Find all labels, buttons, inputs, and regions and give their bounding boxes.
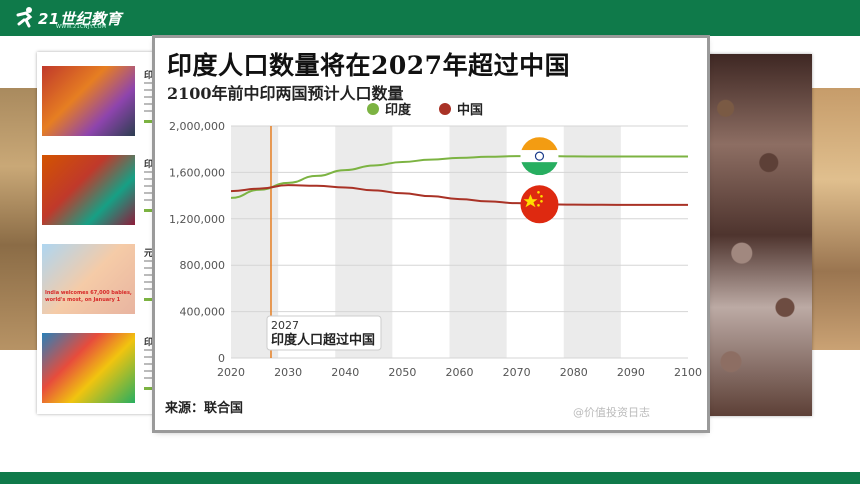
x-axis-ticks: 2020 2030 2040 2050 2060 2070 2080 2090 2100	[217, 366, 702, 379]
news-item[interactable]: 印	[42, 333, 156, 403]
background-photo-left	[0, 88, 38, 350]
news-text-lines	[144, 171, 156, 201]
news-item[interactable]: 印	[42, 66, 156, 136]
x-tick-label: 2100	[674, 366, 702, 379]
legend-label: 中国	[457, 102, 483, 118]
y-tick-label: 1,200,000	[169, 213, 225, 226]
x-tick-label: 2050	[388, 366, 416, 379]
series-lines	[230, 155, 688, 206]
x-tick-label: 2090	[617, 366, 645, 379]
news-title: 印	[144, 71, 154, 81]
y-tick-label: 800,000	[180, 259, 226, 272]
news-item[interactable]: India welcomes 67,000 babies, world's mo…	[42, 244, 156, 314]
chart-legend: 印度 中国	[367, 102, 483, 118]
news-thumbnail: India welcomes 67,000 babies, world's mo…	[42, 244, 135, 314]
chart-source: 来源：联合国	[165, 401, 244, 416]
chart-band	[563, 126, 621, 358]
x-tick-label: 2030	[274, 366, 302, 379]
y-tick-label: 1,600,000	[169, 166, 225, 179]
legend-marker	[439, 103, 451, 115]
news-thumbnail-caption: India welcomes 67,000 babies, world's mo…	[45, 290, 132, 303]
legend-label: 印度	[385, 102, 412, 118]
news-tag	[144, 209, 156, 212]
news-text-lines	[144, 82, 156, 112]
news-list: 印 印 India welcomes 67,000 babies, world'…	[37, 52, 157, 414]
x-tick-label: 2070	[503, 366, 531, 379]
india-flag-icon	[520, 137, 559, 176]
news-item[interactable]: 印	[42, 155, 156, 225]
legend-marker	[367, 103, 379, 115]
chart-band	[449, 126, 507, 358]
news-thumbnail	[42, 66, 135, 136]
news-title: 印	[144, 160, 154, 170]
y-tick-label: 2,000,000	[169, 120, 225, 133]
y-tick-label: 0	[218, 352, 225, 365]
chart-bands	[231, 126, 621, 358]
site-logo[interactable]: 21世纪教育 WWW.21CNJY.COM	[14, 5, 134, 31]
weibo-watermark: @价值投资日志	[573, 406, 650, 419]
chart-subtitle: 2100年前中印两国预计人口数量	[167, 84, 404, 103]
x-tick-label: 2080	[560, 366, 588, 379]
crowd-photo	[704, 54, 812, 416]
news-text-lines	[144, 260, 156, 290]
runner-icon	[16, 7, 33, 28]
bottom-banner	[0, 472, 860, 484]
brand-name: 21世纪教育	[38, 10, 122, 28]
annotation-box-bg	[266, 315, 382, 351]
series-line-india	[230, 155, 688, 199]
annotation-text: 印度人口超过中国	[271, 332, 375, 348]
x-tick-label: 2040	[331, 366, 359, 379]
line-chart: 0 400,000 800,000 1,200,000 1,600,000 2,000,0…	[169, 102, 702, 379]
chart-card: 印度人口数量将在2027年超过中国 2100年前中印两国预计人口数量 0 400,…	[155, 38, 707, 430]
brand-url: WWW.21CNJY.COM	[56, 24, 107, 30]
news-tag	[144, 298, 156, 301]
y-axis-ticks: 0 400,000 800,000 1,200,000 1,600,000 2,000,0…	[169, 120, 225, 365]
top-banner: 21世纪教育 WWW.21CNJY.COM	[0, 0, 860, 36]
news-title: 元	[144, 249, 154, 259]
y-tick-label: 400,000	[180, 306, 226, 319]
news-text-lines	[144, 349, 156, 379]
background-photo-right	[812, 88, 860, 350]
news-thumbnail	[42, 155, 135, 225]
country-flags	[520, 137, 559, 224]
china-flag-icon	[520, 185, 559, 224]
news-title: 印	[144, 338, 154, 348]
chart-title: 印度人口数量将在2027年超过中国	[167, 51, 571, 80]
annotation-year: 2027	[271, 319, 299, 332]
x-tick-label: 2020	[217, 366, 245, 379]
chart-gridlines	[231, 125, 688, 359]
news-tag	[144, 387, 156, 390]
series-line-china	[230, 184, 688, 206]
news-thumbnail	[42, 333, 135, 403]
news-tag	[144, 120, 156, 123]
x-tick-label: 2060	[446, 366, 474, 379]
